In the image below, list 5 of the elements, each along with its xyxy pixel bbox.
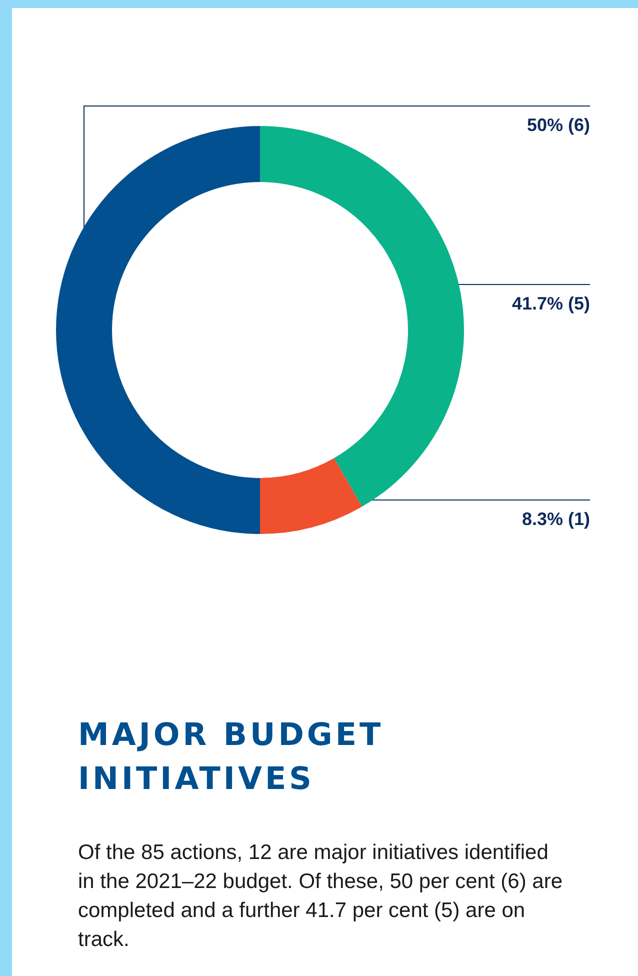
text: Of the 85 actions, 12 are major initiatives identified in the 2021–22 budget. Of these, 50 per cent (6) are completed and a further 41.7 per cent (5) are on track. [78, 840, 564, 953]
text: MAJOR BUDGET INITIATIVES [78, 716, 385, 799]
data-label: 41.7% (5) [512, 293, 590, 314]
data-label: 8.3% (1) [522, 509, 590, 530]
data-label: 50% (6) [526, 115, 590, 135]
